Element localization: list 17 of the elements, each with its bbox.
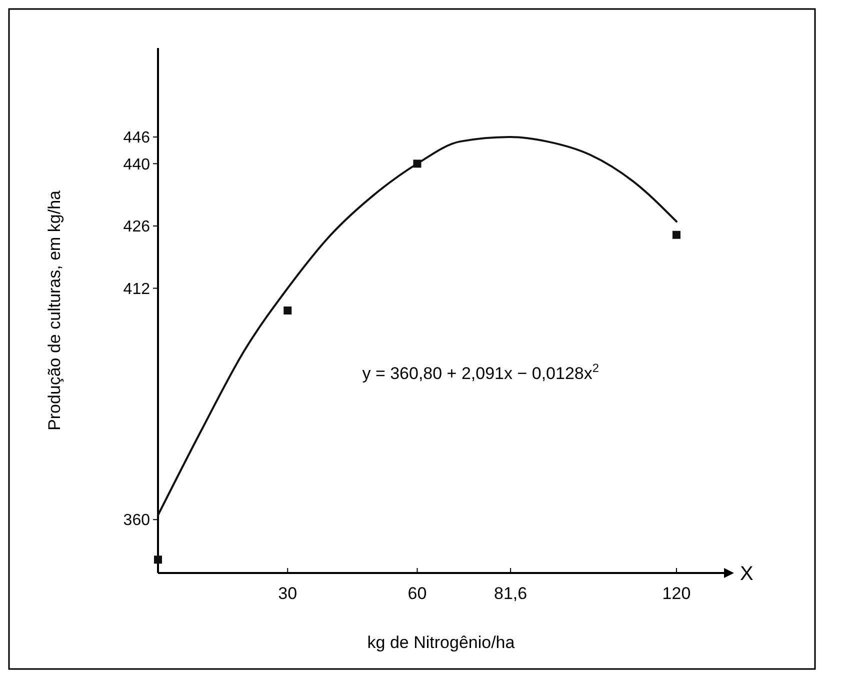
x-tick-label: 60 [408,584,427,603]
y-tick-label: 440 [123,156,150,174]
x-tick-label: 120 [662,584,691,603]
line-series [157,136,678,516]
y-tick-label: 446 [123,130,150,147]
y-tick-label: 426 [123,218,150,236]
x-tick-label: 30 [278,584,298,603]
y-tick-label: 412 [123,280,150,298]
y-tick-label: 360 [123,512,150,530]
annotation: y = 360,80 + 2,091x − 0,0128x$^{2}$ [362,360,600,383]
point [672,230,680,239]
x-axis-title: kg de Nitrogênio/ha [367,633,516,652]
text: X [740,563,754,585]
point [154,556,162,564]
y-axis-title: Produção de culturas, em kg/ha [45,190,64,431]
point [284,306,292,314]
x-tick-label: 81,6 [494,584,528,603]
